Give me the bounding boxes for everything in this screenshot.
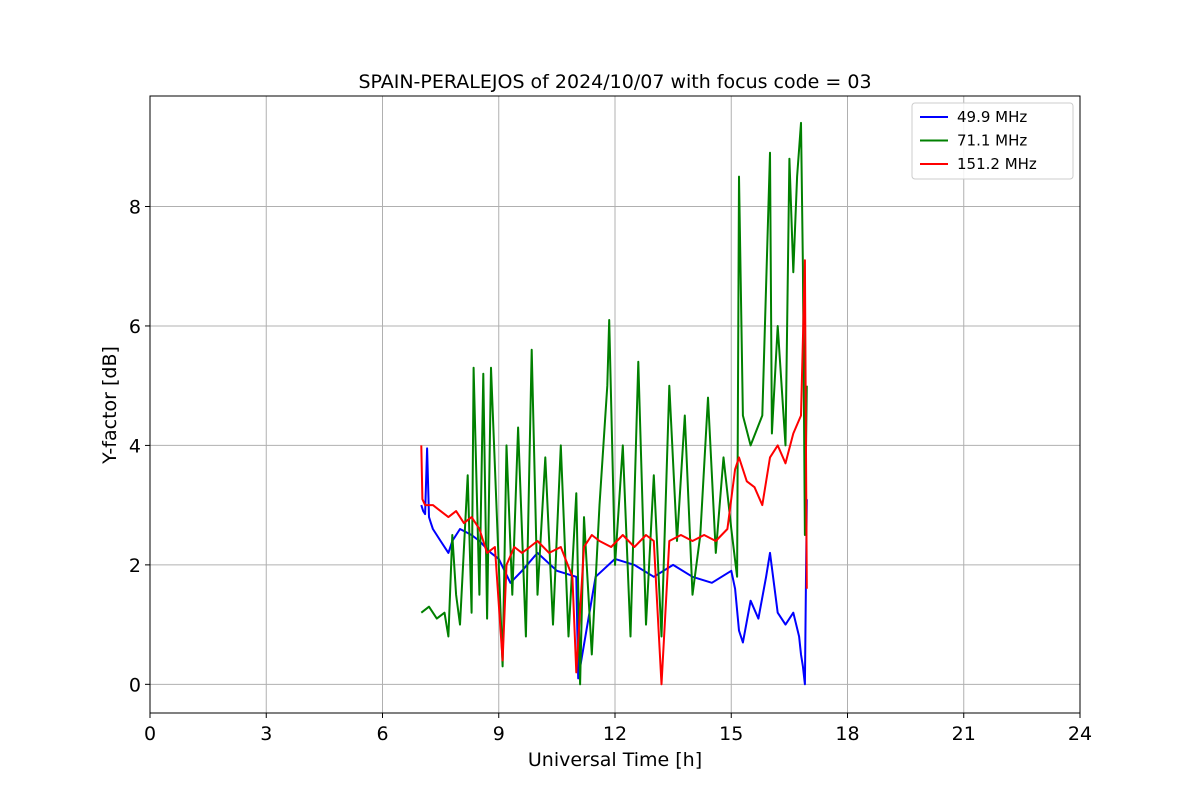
x-tick-label: 12 xyxy=(603,723,627,745)
x-tick-label: 0 xyxy=(144,723,156,745)
x-tick-label: 6 xyxy=(376,723,388,745)
chart-title: SPAIN-PERALEJOS of 2024/10/07 with focus… xyxy=(358,71,871,93)
y-tick-label: 4 xyxy=(129,435,141,457)
series-line-1 xyxy=(420,121,808,686)
series-group xyxy=(420,121,808,686)
y-axis-label: Y-factor [dB] xyxy=(99,346,121,465)
x-axis-label: Universal Time [h] xyxy=(528,749,702,771)
legend: 49.9 MHz 71.1 MHz 151.2 MHz xyxy=(911,102,1074,180)
x-tick-label: 15 xyxy=(719,723,743,745)
y-tick-label: 0 xyxy=(129,674,141,696)
y-tick-label: 2 xyxy=(129,555,141,577)
y-tick-label: 6 xyxy=(129,316,141,338)
legend-label: 71.1 MHz xyxy=(957,132,1027,150)
legend-label: 151.2 MHz xyxy=(957,155,1037,173)
series-line-2 xyxy=(420,259,808,686)
legend-label: 49.9 MHz xyxy=(957,108,1027,126)
x-tick-label: 24 xyxy=(1068,723,1092,745)
series-line-0 xyxy=(420,447,808,686)
legend-box xyxy=(911,102,1074,180)
x-tick-label: 3 xyxy=(260,723,272,745)
x-tick-label: 18 xyxy=(835,723,859,745)
y-tick-label: 8 xyxy=(129,196,141,218)
x-tick-label: 21 xyxy=(952,723,976,745)
x-tick-label: 9 xyxy=(493,723,505,745)
